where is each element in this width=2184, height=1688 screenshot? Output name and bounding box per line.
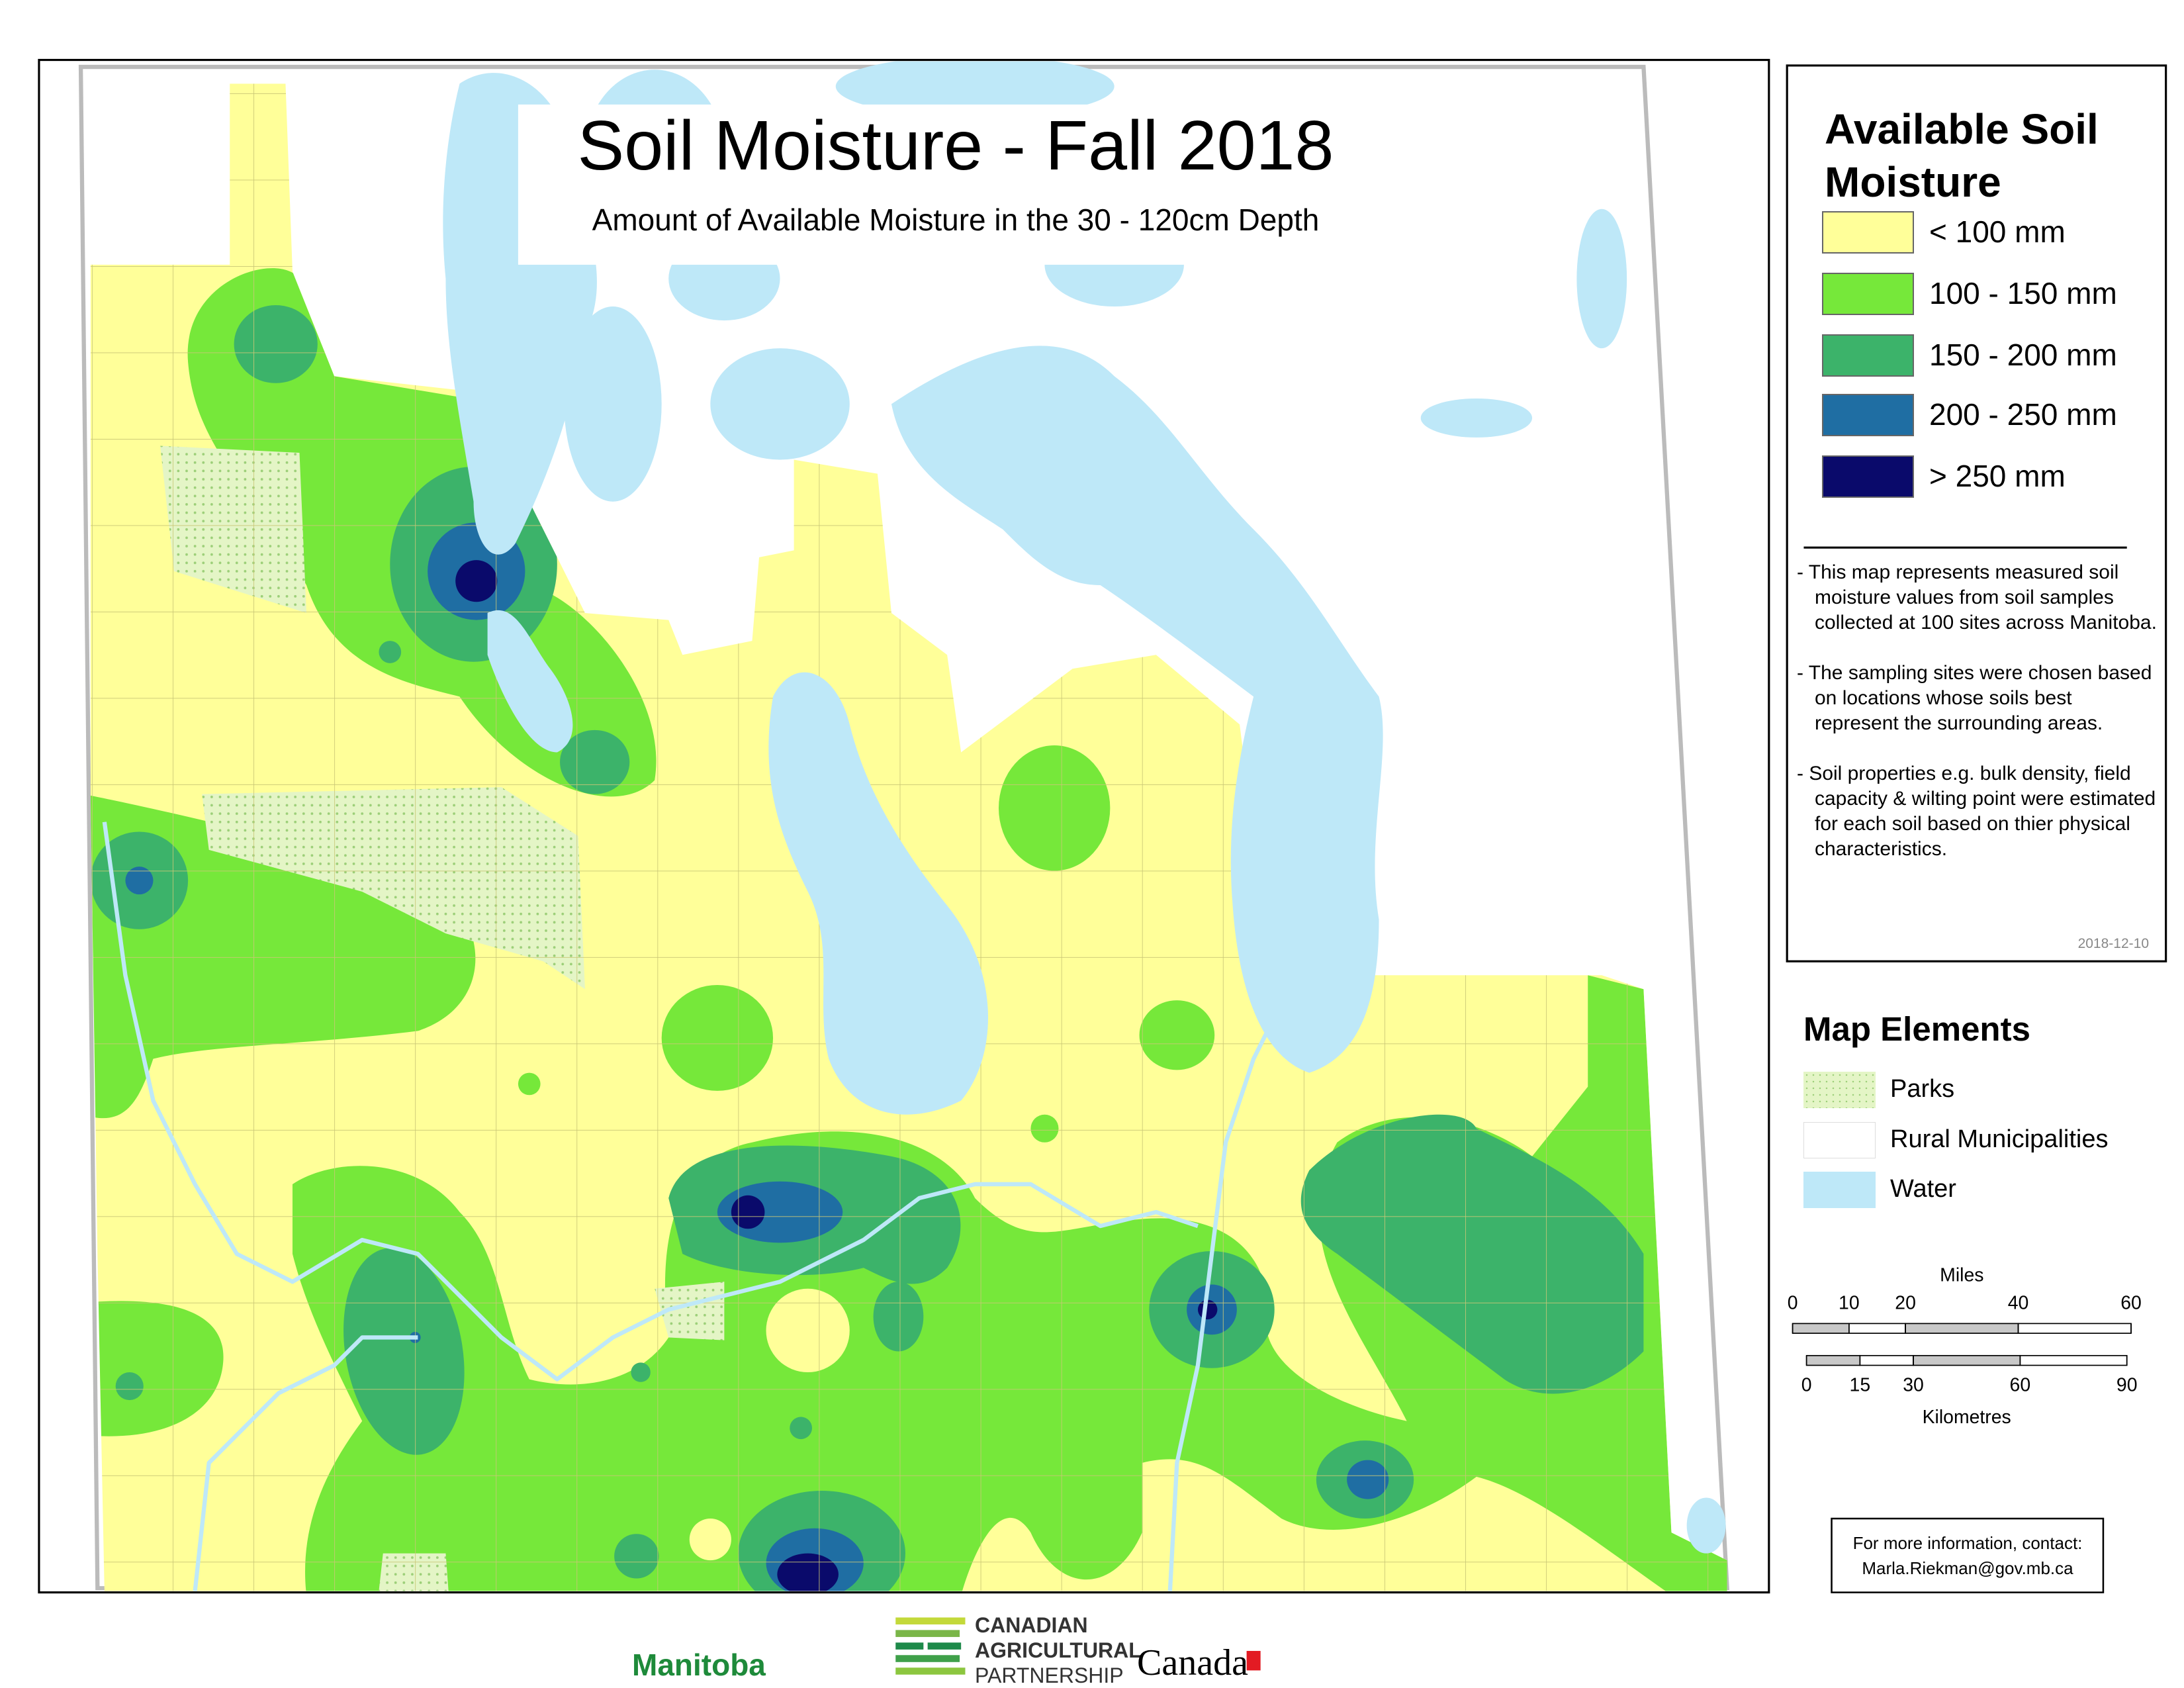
scale-segment xyxy=(1848,1323,1906,1334)
legend-swatch xyxy=(1822,273,1914,315)
scale-tick-label: 90 xyxy=(2116,1375,2138,1396)
scale-segment xyxy=(1792,1323,1850,1334)
scale-tick-label: 40 xyxy=(2008,1292,2029,1313)
scale-tick-label: 0 xyxy=(1788,1292,1798,1313)
manitoba-logo: Manitoba xyxy=(632,1648,766,1682)
scale-segment xyxy=(1805,1354,1861,1366)
river xyxy=(102,821,1199,1382)
contact-frame xyxy=(1831,1517,2105,1593)
scale-tick-label: 60 xyxy=(2120,1292,2142,1313)
water-body xyxy=(835,61,1115,117)
legend-label: > 250 mm xyxy=(1929,459,2066,493)
water-body xyxy=(1420,398,1533,438)
scale-segment xyxy=(1913,1354,2021,1366)
river xyxy=(1167,1030,1270,1591)
element-swatch xyxy=(1803,1072,1876,1108)
legend-swatch xyxy=(1822,211,1914,254)
map-elements-title: Map Elements xyxy=(1803,1010,2030,1048)
element-label: Parks xyxy=(1890,1075,1955,1103)
cap-logo-line: PARTNERSHIP xyxy=(975,1664,1124,1687)
map-title: Soil Moisture - Fall 2018 xyxy=(577,107,1334,185)
water-body xyxy=(768,672,989,1115)
legend-title: Available Soil Moisture xyxy=(1825,105,2099,206)
scale-bar: Miles 0 10 20 40 60 Kilometres 0 15 30 60 90 xyxy=(1788,1264,2142,1428)
contact-email: Marla.Riekman@gov.mb.ca xyxy=(1862,1558,2073,1578)
cap-logo-line: AGRICULTURAL xyxy=(975,1638,1142,1662)
map-date: 2018-12-10 xyxy=(2077,936,2149,951)
legend-swatch xyxy=(1822,455,1914,498)
water-body xyxy=(1686,1497,1726,1554)
river xyxy=(193,1335,418,1591)
scale-segment xyxy=(2017,1323,2132,1334)
water-body xyxy=(487,610,573,753)
water-body xyxy=(564,306,662,502)
legend-label: 100 - 150 mm xyxy=(1929,276,2117,310)
scale-title: Miles xyxy=(1940,1264,1983,1286)
scale-segment xyxy=(2019,1354,2128,1366)
legend-note: - This map represents measured soil mois… xyxy=(1797,561,2157,633)
cap-logo-line: CANADIAN xyxy=(975,1613,1088,1637)
canada-flag xyxy=(1246,1650,1261,1671)
legend-swatch xyxy=(1822,394,1914,436)
scale-tick-label: 15 xyxy=(1850,1375,1871,1396)
canada-logo: Canada xyxy=(1137,1642,1248,1683)
legend-swatch xyxy=(1822,334,1914,377)
scale-tick-label: 20 xyxy=(1895,1292,1916,1313)
scale-segment xyxy=(1859,1354,1914,1366)
water-body xyxy=(710,348,850,460)
scale-tick-label: 10 xyxy=(1839,1292,1860,1313)
scale-tick-label: 0 xyxy=(1801,1375,1812,1396)
scale-tick-label: 30 xyxy=(1903,1375,1924,1396)
map-subtitle: Amount of Available Moisture in the 30 -… xyxy=(592,203,1320,237)
element-label: Rural Municipalities xyxy=(1890,1125,2109,1153)
contact-heading: For more information, contact: xyxy=(1852,1533,2083,1553)
scale-tick-label: 60 xyxy=(2010,1375,2031,1396)
water-body xyxy=(891,346,1383,1073)
legend-label: < 100 mm xyxy=(1929,214,2066,249)
scale-segment xyxy=(1905,1323,2019,1334)
element-label: Water xyxy=(1890,1175,1956,1203)
element-swatch xyxy=(1803,1172,1876,1208)
scale-title: Kilometres xyxy=(1923,1407,2011,1428)
legend-label: 150 - 200 mm xyxy=(1929,338,2117,372)
legend-note: - The sampling sites were chosen based o… xyxy=(1797,662,2152,734)
element-swatch xyxy=(1803,1122,1876,1158)
legend-note: - Soil properties e.g. bulk density, fie… xyxy=(1797,763,2156,860)
title-box xyxy=(518,104,1393,265)
water-body xyxy=(1576,209,1627,349)
cap-logo-stripes xyxy=(895,1617,966,1675)
legend-label: 200 - 250 mm xyxy=(1929,397,2117,432)
